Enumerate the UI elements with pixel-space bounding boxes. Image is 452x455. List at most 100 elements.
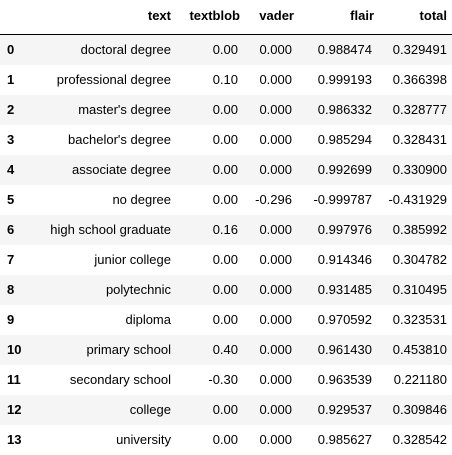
cell-text: junior college [94,252,171,267]
table-row: 12 college 0.00 0.000 0.929537 0.309846 [0,394,452,425]
cell-total: -0.431929 [388,192,447,207]
table-row: 11 secondary school -0.30 0.000 0.963539 0.22… [0,364,452,395]
cell-vader: 0.000 [259,42,292,58]
cell-total: 0.310495 [392,282,447,297]
table-row: 0 doctoral degree 0.00 0.000 0.988474 0.32949… [0,34,452,65]
cell-vader: 0.000 [259,372,292,387]
cell-flair: 0.963539 [317,372,372,387]
row-index: 2 [7,102,15,117]
cell-flair: 0.988474 [317,42,372,58]
cell-text: polytechnic [105,282,171,297]
row-index: 8 [7,282,15,297]
cell-vader: 0.000 [259,132,292,147]
table-row: 3 bachelor's degree 0.00 0.000 0.985294 0.328… [0,124,452,155]
table-row: 13 university 0.00 0.000 0.985627 0.328542 [0,424,452,455]
column-header-textblob: textblob [173,0,240,35]
cell-vader: 0.000 [259,282,292,297]
cell-total: 0.330900 [392,162,447,177]
cell-text: professional degree [56,72,171,87]
cell-textblob: 0.00 [212,102,238,117]
column-header-flair: flair [294,0,374,35]
row-index: 13 [7,432,22,447]
table-row: 1 professional degree 0.10 0.000 0.999193 0.3… [0,64,452,95]
cell-flair: 0.929537 [317,402,372,417]
table-header: text textblob vader flair total [0,0,452,35]
cell-vader: 0.000 [259,402,292,417]
row-index: 4 [7,162,15,177]
cell-vader: 0.000 [259,432,292,447]
table-row: 2 master's degree 0.00 0.000 0.986332 0.32877… [0,94,452,125]
row-index: 11 [7,372,21,387]
cell-textblob: 0.00 [212,402,238,417]
cell-text: diploma [125,312,171,327]
table-row: 7 junior college 0.00 0.000 0.914346 0.304782 [0,244,452,275]
cell-total: 0.328542 [392,432,447,447]
cell-text: master's degree [78,102,171,117]
cell-flair: 0.985627 [317,432,372,447]
cell-textblob: 0.00 [212,162,238,177]
table-row: 8 polytechnic 0.00 0.000 0.931485 0.310495 [0,274,452,305]
cell-total: 0.366398 [392,72,447,87]
cell-flair: 0.970592 [317,312,372,327]
cell-textblob: 0.00 [212,132,238,147]
cell-total: 0.328777 [392,102,447,117]
cell-text: bachelor's degree [68,132,171,147]
cell-textblob: 0.00 [212,252,238,267]
table-body: 0 doctoral degree 0.00 0.000 0.988474 0.32949… [0,34,452,455]
cell-flair: 0.931485 [317,282,372,297]
cell-textblob: -0.30 [208,372,238,387]
cell-textblob: 0.10 [212,72,238,87]
table-row: 6 high school graduate 0.16 0.000 0.997976 0.… [0,214,452,245]
cell-flair: 0.992699 [317,162,372,177]
row-index: 0 [7,42,15,58]
cell-text: college [129,402,171,417]
cell-flair: 0.986332 [317,102,372,117]
row-index: 5 [7,192,15,207]
column-header-vader: vader [240,0,294,35]
cell-vader: 0.000 [259,102,292,117]
cell-textblob: 0.00 [212,312,238,327]
header-row: text textblob vader flair total [0,0,452,35]
cell-total: 0.221180 [393,372,447,387]
cell-flair: 0.997976 [317,222,372,237]
cell-total: 0.304782 [392,252,447,267]
table-row: 5 no degree 0.00 -0.296 -0.999787 -0.431929 [0,184,452,215]
cell-total: 0.453810 [392,342,447,357]
cell-text: secondary school [69,372,171,387]
cell-vader: 0.000 [259,312,292,327]
row-index: 7 [7,252,15,267]
cell-flair: 0.961430 [317,342,372,357]
cell-text: associate degree [71,162,171,177]
table-row: 10 primary school 0.40 0.000 0.961430 0.45381… [0,334,452,365]
cell-vader: 0.000 [259,72,292,87]
table-row: 4 associate degree 0.00 0.000 0.992699 0.3309… [0,154,452,185]
cell-vader: -0.296 [255,192,292,207]
cell-textblob: 0.00 [212,282,238,297]
cell-total: 0.309846 [392,402,447,417]
cell-textblob: 0.00 [212,192,238,207]
cell-textblob: 0.16 [212,222,238,237]
cell-vader: 0.000 [259,252,292,267]
row-index: 6 [7,222,15,237]
cell-flair: -0.999787 [313,192,372,207]
cell-text: university [116,432,171,447]
cell-flair: 0.999193 [317,72,372,87]
cell-text: no degree [112,192,171,207]
cell-total: 0.329491 [392,42,447,58]
cell-textblob: 0.40 [212,342,238,357]
row-index: 3 [7,132,15,147]
cell-textblob: 0.00 [212,432,238,447]
cell-vader: 0.000 [259,222,292,237]
cell-text: high school graduate [50,222,171,237]
cell-flair: 0.985294 [317,132,372,147]
cell-flair: 0.914346 [317,252,372,267]
cell-total: 0.328431 [392,132,447,147]
cell-textblob: 0.00 [212,42,238,58]
cell-vader: 0.000 [259,162,292,177]
column-header-total: total [374,0,452,35]
cell-total: 0.323531 [392,312,447,327]
row-index: 9 [7,312,15,327]
row-index: 10 [7,342,22,357]
cell-text: primary school [86,342,171,357]
